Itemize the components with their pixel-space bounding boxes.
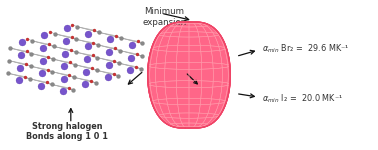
Polygon shape (148, 22, 230, 128)
Polygon shape (148, 22, 230, 128)
Text: Strong halogen
Bonds along 1 0 1: Strong halogen Bonds along 1 0 1 (26, 122, 108, 141)
Polygon shape (148, 22, 230, 128)
Text: $\alpha_{min}$ I₂ =  20.0 MK⁻¹: $\alpha_{min}$ I₂ = 20.0 MK⁻¹ (262, 92, 343, 105)
Text: Minimum
expansion: Minimum expansion (143, 7, 187, 27)
Polygon shape (148, 22, 230, 128)
Text: $\alpha_{min}$ Br₂ =  29.6 MK⁻¹: $\alpha_{min}$ Br₂ = 29.6 MK⁻¹ (262, 42, 350, 55)
